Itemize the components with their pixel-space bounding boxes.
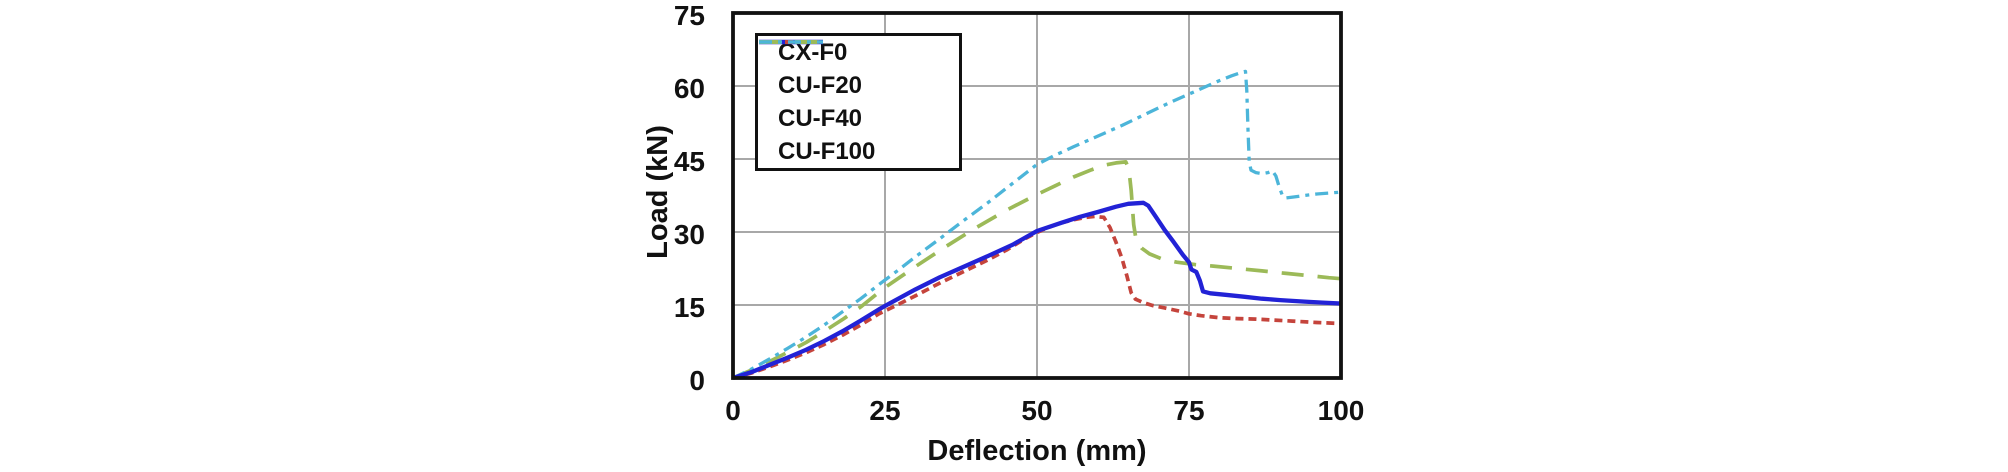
- x-tick-label-0: 0: [725, 395, 741, 426]
- legend: CX-F0 CU-F20 CU-F40 CU-F100: [755, 33, 962, 171]
- legend-label-CU-F40: CU-F40: [778, 104, 863, 132]
- x-tick-label-100: 100: [1317, 395, 1365, 426]
- y-axis-title: Load (kN): [642, 125, 674, 259]
- legend-item-CU-F40: CU-F40: [758, 40, 959, 135]
- y-tick-label-75: 75: [673, 0, 705, 31]
- y-tick-label-45: 45: [673, 146, 705, 177]
- y-tick-label-60: 60: [673, 73, 705, 104]
- y-tick-label-0: 0: [689, 365, 705, 396]
- x-tick-label-75: 75: [1173, 395, 1205, 426]
- x-tick-label-25: 25: [869, 395, 901, 426]
- series-line-CU-F100: [732, 69, 1342, 380]
- y-tick-label-30: 30: [673, 219, 705, 250]
- x-tick-label-50: 50: [1021, 395, 1053, 426]
- legend-label-CU-F100: CU-F100: [778, 137, 876, 165]
- series-line-CX-F0: [732, 200, 1342, 381]
- legend-swatch-CU-F100: [759, 40, 823, 44]
- series-line-CU-F20: [732, 214, 1342, 380]
- legend-item-CU-F20: CU-F20: [758, 40, 959, 102]
- series-line-CU-F40: [732, 160, 1342, 380]
- plot-area: CX-F0 CU-F20 CU-F40 CU-F100: [731, 11, 1343, 381]
- axis-frame: [731, 11, 1343, 380]
- legend-item-CU-F100: CU-F100: [758, 40, 959, 168]
- x-axis-title: Deflection (mm): [927, 435, 1147, 467]
- legend-label-CU-F20: CU-F20: [778, 71, 863, 99]
- y-tick-label-15: 15: [673, 292, 705, 323]
